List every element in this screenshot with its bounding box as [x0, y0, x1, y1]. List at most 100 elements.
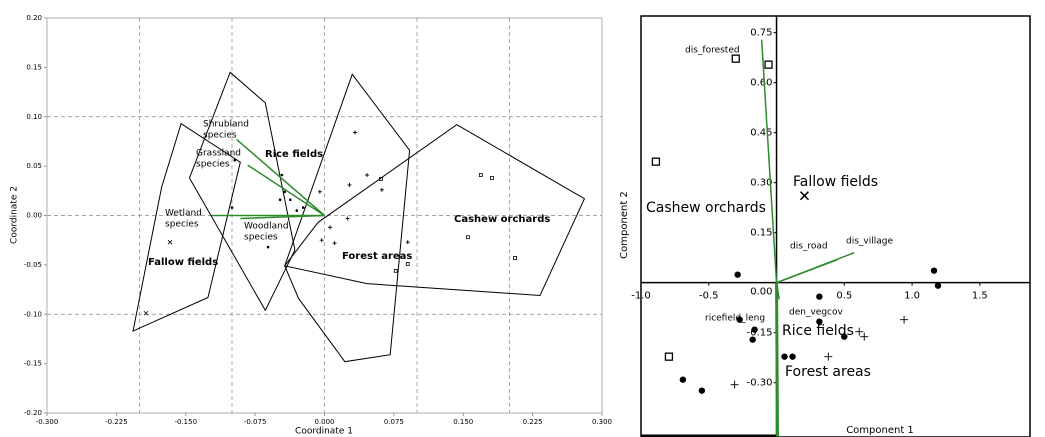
- point: [824, 352, 833, 361]
- y-tick-label: 0.15: [750, 228, 772, 239]
- vector-label: Grassland: [196, 149, 241, 159]
- point: [855, 327, 864, 336]
- vector: [240, 214, 325, 220]
- point: [490, 176, 494, 180]
- point: [736, 316, 743, 323]
- x-tick-label: 1.5: [972, 291, 988, 302]
- y-tick-label: 0.00: [26, 212, 42, 220]
- group-label: Cashew orchards: [646, 200, 766, 216]
- vector-label: species: [244, 233, 278, 243]
- y-tick-label: -0.05: [24, 261, 42, 269]
- point: [841, 333, 848, 340]
- vector-label: Shrubland: [203, 120, 249, 130]
- point: [651, 157, 661, 166]
- plot-frame: [640, 15, 1031, 437]
- point: [295, 209, 299, 212]
- point: [230, 206, 234, 209]
- vector-label: Wetland: [165, 209, 202, 219]
- vector: [776, 251, 855, 284]
- x-tick-label: 0.150: [453, 418, 473, 426]
- point: [317, 189, 322, 194]
- y-tick-label: 0.45: [750, 128, 772, 139]
- y-tick-label: 0.10: [26, 113, 42, 121]
- vector-label: dis_village: [846, 237, 893, 247]
- x-tick-label: -0.5: [699, 291, 719, 302]
- group-label: Rice fields: [265, 149, 323, 160]
- x-tick-label: -0.300: [36, 418, 59, 426]
- point: [233, 158, 237, 162]
- vector: [247, 164, 325, 217]
- point: [731, 54, 740, 63]
- point: [799, 191, 809, 201]
- x-tick-label: 0.225: [523, 418, 543, 426]
- point: [266, 245, 270, 249]
- point: [764, 60, 773, 69]
- convex-hull: [283, 124, 586, 297]
- point: [749, 336, 756, 343]
- convex-hull: [188, 71, 296, 312]
- vector: [760, 39, 778, 283]
- y-axis-title: Coordinate 2: [10, 186, 20, 244]
- group-label: Forest areas: [342, 251, 412, 262]
- group-label: Rice fields: [782, 323, 854, 339]
- point: [301, 206, 305, 209]
- point: [167, 239, 173, 245]
- y-axis-title: Component 2: [619, 191, 630, 259]
- vector-label: dis_forested: [685, 46, 740, 56]
- x-tick-label: 0.075: [384, 418, 404, 426]
- x-tick-label: 0.300: [592, 418, 612, 426]
- y-tick-label: -0.15: [24, 360, 42, 368]
- y-tick-label: -0.10: [24, 310, 42, 318]
- x-tick-label: -1.0: [631, 291, 651, 302]
- group-label: Fallow fields: [793, 174, 878, 190]
- point: [513, 256, 517, 260]
- vector-label: dis_road: [790, 242, 828, 252]
- vector-label: ricefield_leng: [705, 314, 765, 324]
- x-tick-label: 0.000: [314, 418, 334, 426]
- point: [405, 240, 410, 245]
- point: [283, 190, 287, 194]
- vector-label: Woodland: [244, 222, 289, 232]
- vector-label: species: [165, 220, 199, 230]
- point: [478, 173, 483, 177]
- point: [353, 130, 358, 135]
- point: [379, 177, 383, 181]
- convex-hull: [132, 122, 241, 332]
- point: [328, 225, 333, 230]
- point: [319, 238, 324, 243]
- group-label: Forest areas: [785, 364, 871, 380]
- point: [664, 352, 674, 361]
- y-tick-label: -0.15: [747, 328, 773, 339]
- point: [816, 318, 823, 325]
- y-tick-label: 0.05: [26, 162, 42, 170]
- vector: [775, 282, 779, 437]
- y-tick-label: 0.15: [26, 63, 42, 71]
- point: [143, 310, 149, 316]
- point: [379, 187, 384, 192]
- point: [347, 182, 352, 187]
- x-tick-label: -0.225: [105, 418, 128, 426]
- point: [781, 353, 788, 360]
- point: [698, 387, 706, 394]
- group-label: Fallow fields: [148, 257, 218, 268]
- point: [280, 173, 284, 177]
- vector: [236, 138, 325, 217]
- y-tick-label: 0.30: [750, 178, 772, 189]
- point: [288, 198, 292, 201]
- x-axis-title: Component 1: [846, 425, 914, 436]
- x-tick-label: -0.075: [244, 418, 267, 426]
- vector-label: species: [196, 160, 230, 170]
- y-tick-label: 0.20: [26, 14, 42, 22]
- vector-label: species: [203, 131, 237, 141]
- y-tick-label: 0.00: [750, 287, 772, 298]
- point: [900, 315, 909, 324]
- y-tick-label: 0.75: [750, 28, 772, 39]
- point: [734, 271, 741, 278]
- point: [405, 261, 410, 266]
- point: [332, 241, 337, 246]
- point: [393, 268, 398, 273]
- point: [860, 332, 869, 341]
- convex-hull: [284, 73, 411, 363]
- y-tick-label: -0.30: [747, 378, 773, 389]
